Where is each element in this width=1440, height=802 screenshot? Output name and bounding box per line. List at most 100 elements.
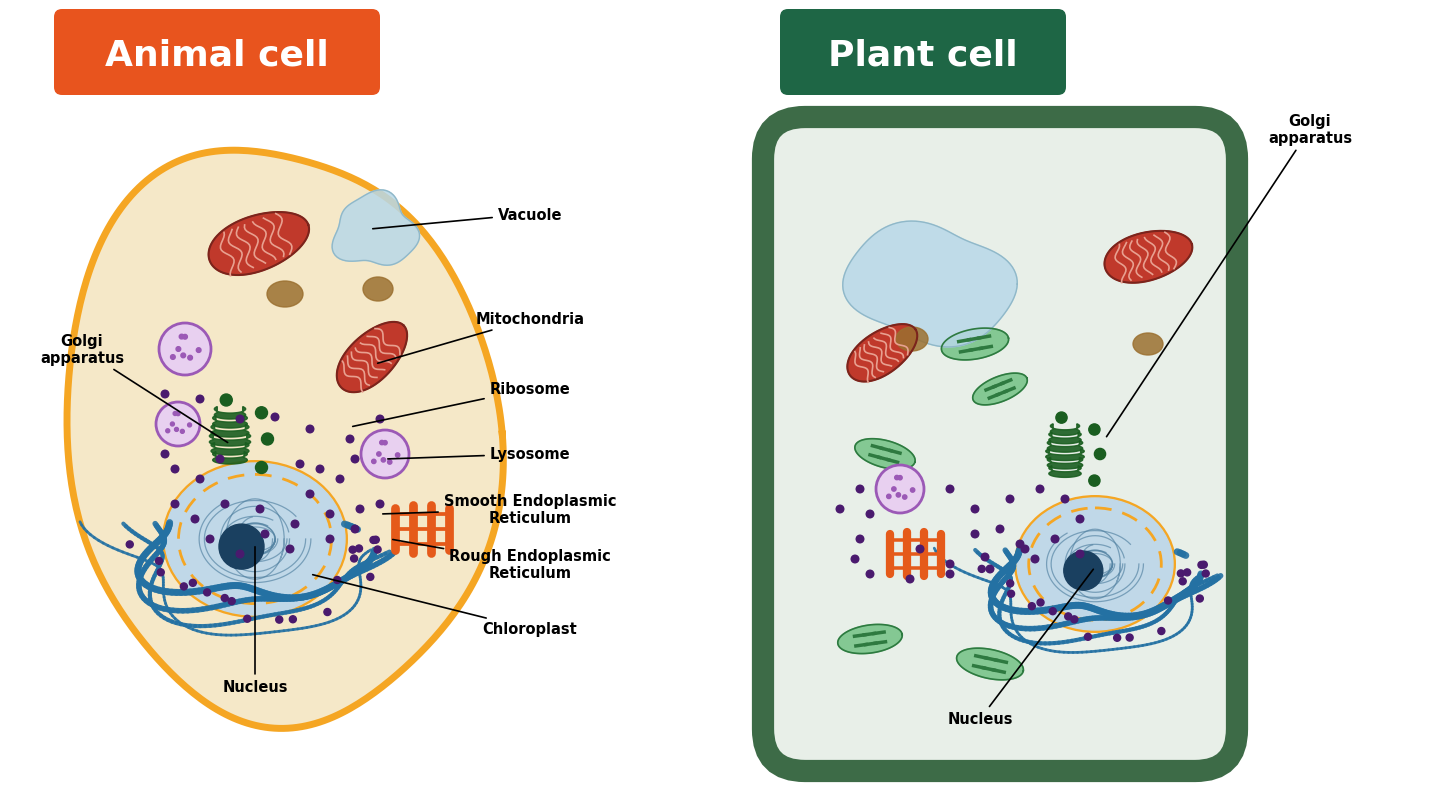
Text: Smooth Endoplasmic
Reticulum: Smooth Endoplasmic Reticulum bbox=[383, 493, 616, 525]
Circle shape bbox=[171, 466, 179, 473]
Polygon shape bbox=[1050, 424, 1080, 435]
Text: Animal cell: Animal cell bbox=[105, 39, 328, 73]
Circle shape bbox=[372, 460, 376, 464]
Circle shape bbox=[996, 525, 1004, 533]
Circle shape bbox=[981, 553, 989, 561]
Circle shape bbox=[1076, 516, 1084, 523]
Text: Ribosome: Ribosome bbox=[353, 382, 570, 427]
Circle shape bbox=[383, 441, 387, 445]
Circle shape bbox=[387, 460, 392, 464]
Circle shape bbox=[236, 550, 243, 558]
Circle shape bbox=[334, 577, 341, 584]
Ellipse shape bbox=[896, 327, 927, 351]
Polygon shape bbox=[847, 325, 917, 382]
Circle shape bbox=[1197, 595, 1204, 602]
Circle shape bbox=[192, 516, 199, 523]
Circle shape bbox=[971, 531, 979, 538]
Circle shape bbox=[1165, 597, 1172, 604]
Circle shape bbox=[377, 452, 382, 456]
FancyBboxPatch shape bbox=[55, 10, 380, 96]
Ellipse shape bbox=[1133, 334, 1164, 355]
Circle shape bbox=[978, 565, 985, 573]
Circle shape bbox=[171, 500, 179, 508]
Circle shape bbox=[157, 569, 164, 576]
FancyBboxPatch shape bbox=[763, 118, 1237, 771]
Circle shape bbox=[1202, 570, 1210, 577]
Polygon shape bbox=[68, 151, 504, 728]
Circle shape bbox=[161, 391, 168, 399]
Circle shape bbox=[1201, 561, 1207, 569]
Circle shape bbox=[1094, 449, 1106, 460]
Circle shape bbox=[1158, 628, 1165, 634]
Circle shape bbox=[1071, 616, 1077, 623]
Circle shape bbox=[327, 536, 334, 543]
Circle shape bbox=[170, 423, 174, 427]
Polygon shape bbox=[855, 439, 916, 470]
Ellipse shape bbox=[1014, 496, 1176, 634]
Polygon shape bbox=[838, 625, 903, 654]
Circle shape bbox=[946, 570, 953, 578]
FancyBboxPatch shape bbox=[780, 10, 1066, 96]
Circle shape bbox=[1084, 634, 1092, 641]
Circle shape bbox=[380, 441, 384, 445]
Circle shape bbox=[1007, 580, 1014, 587]
Circle shape bbox=[289, 616, 297, 623]
Circle shape bbox=[351, 456, 359, 464]
Circle shape bbox=[894, 476, 899, 480]
Text: Rough Endoplasmic
Reticulum: Rough Endoplasmic Reticulum bbox=[393, 540, 611, 581]
Text: Nucleus: Nucleus bbox=[948, 569, 1093, 727]
Circle shape bbox=[287, 545, 294, 553]
Circle shape bbox=[1178, 570, 1184, 577]
Circle shape bbox=[196, 348, 202, 353]
Polygon shape bbox=[1104, 232, 1192, 283]
Circle shape bbox=[361, 431, 409, 479]
Circle shape bbox=[396, 453, 400, 458]
Circle shape bbox=[336, 476, 344, 483]
Circle shape bbox=[275, 617, 282, 623]
Ellipse shape bbox=[163, 460, 348, 618]
Circle shape bbox=[203, 589, 210, 596]
Circle shape bbox=[179, 334, 184, 339]
Circle shape bbox=[187, 423, 192, 427]
Text: Vacuole: Vacuole bbox=[373, 207, 562, 229]
Circle shape bbox=[170, 355, 176, 360]
Circle shape bbox=[189, 580, 196, 586]
Circle shape bbox=[382, 458, 386, 463]
Circle shape bbox=[271, 414, 279, 421]
Polygon shape bbox=[215, 407, 246, 419]
Text: Nucleus: Nucleus bbox=[222, 547, 288, 695]
Circle shape bbox=[356, 505, 364, 513]
Ellipse shape bbox=[166, 464, 346, 615]
Circle shape bbox=[971, 505, 979, 513]
Circle shape bbox=[376, 500, 384, 508]
Circle shape bbox=[1126, 634, 1133, 642]
Circle shape bbox=[324, 609, 331, 616]
Circle shape bbox=[127, 541, 134, 549]
Circle shape bbox=[1031, 556, 1038, 563]
Circle shape bbox=[1064, 613, 1071, 620]
Circle shape bbox=[1008, 590, 1015, 597]
Circle shape bbox=[228, 598, 235, 605]
Circle shape bbox=[1198, 561, 1205, 569]
Circle shape bbox=[219, 525, 264, 569]
Circle shape bbox=[297, 460, 304, 468]
Circle shape bbox=[176, 347, 180, 352]
Circle shape bbox=[307, 491, 314, 498]
Circle shape bbox=[1017, 541, 1024, 548]
Circle shape bbox=[367, 573, 374, 581]
Circle shape bbox=[1037, 599, 1044, 606]
Circle shape bbox=[261, 531, 269, 538]
Circle shape bbox=[236, 415, 243, 423]
Circle shape bbox=[986, 565, 994, 573]
Circle shape bbox=[946, 485, 953, 493]
Polygon shape bbox=[972, 374, 1027, 405]
Circle shape bbox=[187, 356, 193, 361]
Circle shape bbox=[903, 496, 907, 500]
Circle shape bbox=[181, 354, 186, 358]
Circle shape bbox=[255, 407, 268, 419]
Circle shape bbox=[946, 561, 953, 568]
Polygon shape bbox=[1045, 449, 1084, 461]
Circle shape bbox=[158, 323, 212, 375]
Circle shape bbox=[356, 545, 363, 553]
Circle shape bbox=[906, 576, 914, 583]
